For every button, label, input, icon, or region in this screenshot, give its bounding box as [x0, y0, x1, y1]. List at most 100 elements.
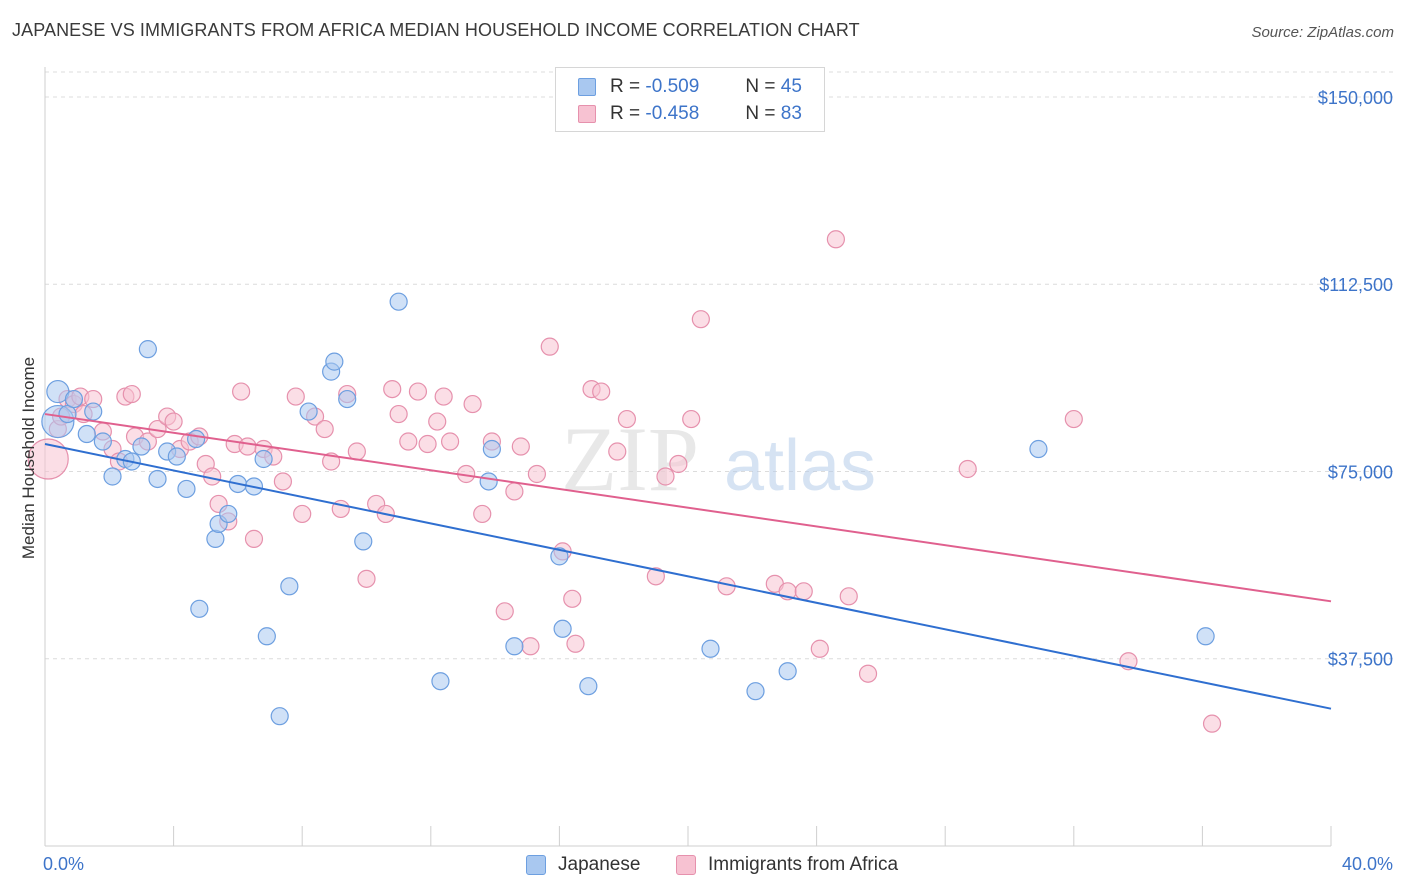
japanese-point	[93, 432, 112, 451]
legend-swatch-japanese	[578, 78, 596, 96]
africa-point	[463, 394, 482, 414]
japanese-point	[482, 439, 501, 459]
africa-point	[122, 384, 141, 404]
africa-point	[389, 404, 408, 424]
legend-r-value: -0.509	[645, 76, 700, 97]
japanese-point	[206, 529, 225, 548]
japanese-point	[148, 469, 167, 489]
japanese-point	[579, 677, 598, 696]
africa-point	[434, 387, 453, 406]
africa-point	[646, 567, 665, 586]
africa-point	[691, 310, 710, 329]
legend-r-value: -0.458	[645, 103, 700, 124]
source-label: Source: ZipAtlas.com	[1251, 24, 1394, 41]
africa-point	[682, 409, 701, 429]
japanese-point	[550, 547, 569, 566]
africa-point	[617, 409, 637, 429]
africa-point	[608, 442, 627, 461]
bottom-swatch-africa	[676, 855, 696, 875]
africa-point	[315, 419, 334, 439]
japanese-point	[746, 682, 765, 701]
japanese-point	[254, 449, 273, 469]
grid-lines	[45, 71, 1395, 660]
japanese-point	[270, 707, 289, 726]
y-tick-label: $75,000	[1328, 462, 1393, 482]
africa-point	[511, 437, 530, 456]
japanese-point	[257, 627, 276, 646]
japanese-point	[338, 389, 357, 409]
japanese-point	[299, 402, 318, 421]
japanese-points	[41, 292, 1215, 726]
africa-point	[669, 454, 688, 474]
legend-n-value: 45	[780, 76, 802, 97]
japanese-point	[77, 424, 96, 444]
axis-labels: $37,500 $75,000 $112,500 $150,000 0.0% 40.0% M…	[19, 88, 1393, 874]
bottom-label-africa: Immigrants from Africa	[708, 854, 899, 875]
legend-n-label: N =	[745, 76, 776, 97]
japanese-point	[553, 619, 572, 638]
africa-point	[566, 634, 585, 653]
africa-point	[521, 637, 540, 656]
japanese-point	[701, 639, 720, 658]
legend-row-japanese: R = -0.509 N = 45	[578, 75, 802, 99]
africa-point	[858, 664, 878, 683]
africa-point	[473, 504, 492, 524]
africa-point	[347, 442, 366, 461]
africa-point	[399, 432, 418, 451]
japanese-point	[354, 532, 373, 551]
africa-point	[244, 529, 264, 548]
africa-point	[164, 412, 183, 431]
watermark-atlas: atlas	[724, 426, 876, 506]
japanese-point	[103, 467, 122, 486]
x-tick-label: 40.0%	[1342, 854, 1393, 874]
japanese-point	[187, 429, 206, 449]
japanese-point	[138, 340, 157, 359]
japanese-point	[325, 352, 344, 371]
africa-point	[1064, 409, 1083, 429]
africa-point	[286, 387, 305, 406]
japanese-point	[219, 504, 238, 524]
japanese-point	[190, 599, 209, 618]
legend-n-value: 83	[780, 103, 802, 124]
y-tick-label: $37,500	[1328, 650, 1393, 670]
africa-point	[794, 582, 813, 601]
japanese-point	[778, 662, 797, 681]
africa-point	[27, 438, 69, 480]
japanese-point	[1029, 439, 1048, 459]
bottom-legend-japanese: Japanese	[526, 852, 640, 878]
chart-title: JAPANESE VS IMMIGRANTS FROM AFRICA MEDIA…	[12, 20, 860, 40]
bottom-swatch-japanese	[526, 855, 546, 875]
japanese-point	[1196, 627, 1215, 646]
africa-point	[1202, 714, 1222, 733]
japanese-point	[505, 637, 524, 656]
africa-point	[592, 382, 611, 401]
africa-point	[540, 337, 559, 356]
africa-point	[656, 467, 675, 486]
japanese-point	[167, 447, 186, 466]
legend-n-label: N =	[745, 103, 776, 124]
africa-point	[383, 379, 402, 399]
japanese-point	[64, 389, 84, 409]
africa-trend-line	[44, 413, 1332, 603]
africa-point	[408, 382, 428, 401]
africa-point	[232, 382, 251, 401]
africa-point	[440, 432, 460, 451]
japanese-point	[479, 472, 498, 491]
japanese-point	[132, 437, 151, 456]
legend-r-label: R =	[610, 103, 641, 124]
japanese-trend-line	[44, 443, 1332, 710]
africa-point	[839, 587, 858, 606]
legend-r-label: R =	[610, 76, 641, 97]
y-axis-label: Median Household Income	[19, 357, 38, 559]
trend-lines	[44, 413, 1332, 710]
x-tick-label: 0.0%	[43, 854, 84, 874]
africa-point	[273, 472, 293, 491]
y-tick-label: $112,500	[1319, 275, 1393, 295]
africa-point	[293, 504, 312, 524]
africa-point	[357, 569, 376, 588]
africa-point	[238, 437, 257, 456]
japanese-point	[280, 577, 299, 596]
japanese-point	[84, 402, 103, 421]
africa-point	[826, 230, 845, 249]
